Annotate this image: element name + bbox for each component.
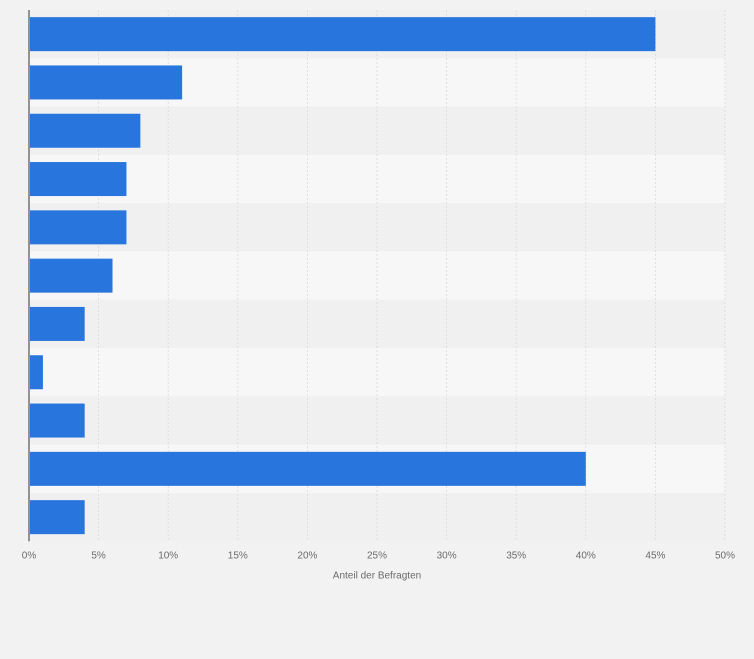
- x-tick-labels: 0% 5% 10% 15% 20% 25% 30% 35% 40% 45% 50%: [22, 550, 735, 561]
- bar[interactable]: [30, 65, 183, 100]
- bar[interactable]: [30, 17, 656, 52]
- bars: [30, 17, 656, 535]
- bar[interactable]: [30, 500, 85, 535]
- bar[interactable]: [30, 113, 141, 148]
- x-tick-label: 50%: [715, 550, 735, 561]
- x-tick-label: 45%: [645, 550, 665, 561]
- x-tick-label: 5%: [91, 550, 106, 561]
- x-tick-label: 20%: [297, 550, 317, 561]
- row-band: [29, 493, 725, 542]
- x-tick-label: 0%: [22, 550, 37, 561]
- bar[interactable]: [30, 306, 85, 341]
- row-band: [29, 348, 725, 397]
- x-axis-title: Anteil der Befragten: [333, 570, 421, 581]
- x-tick-label: 30%: [437, 550, 457, 561]
- bar[interactable]: [30, 451, 586, 486]
- x-tick-label: 10%: [158, 550, 178, 561]
- bar[interactable]: [30, 210, 127, 245]
- bar[interactable]: [30, 355, 43, 390]
- x-tick-label: 25%: [367, 550, 387, 561]
- x-tick-label: 40%: [576, 550, 596, 561]
- bar[interactable]: [30, 258, 113, 293]
- row-band: [29, 396, 725, 445]
- bar[interactable]: [30, 403, 85, 438]
- x-tick-label: 15%: [228, 550, 248, 561]
- bar[interactable]: [30, 162, 127, 197]
- x-tick-label: 35%: [506, 550, 526, 561]
